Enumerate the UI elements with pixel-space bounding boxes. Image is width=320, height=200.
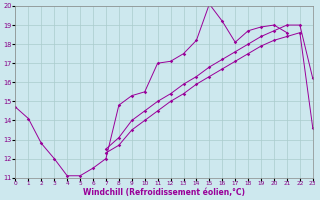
X-axis label: Windchill (Refroidissement éolien,°C): Windchill (Refroidissement éolien,°C) xyxy=(83,188,245,197)
